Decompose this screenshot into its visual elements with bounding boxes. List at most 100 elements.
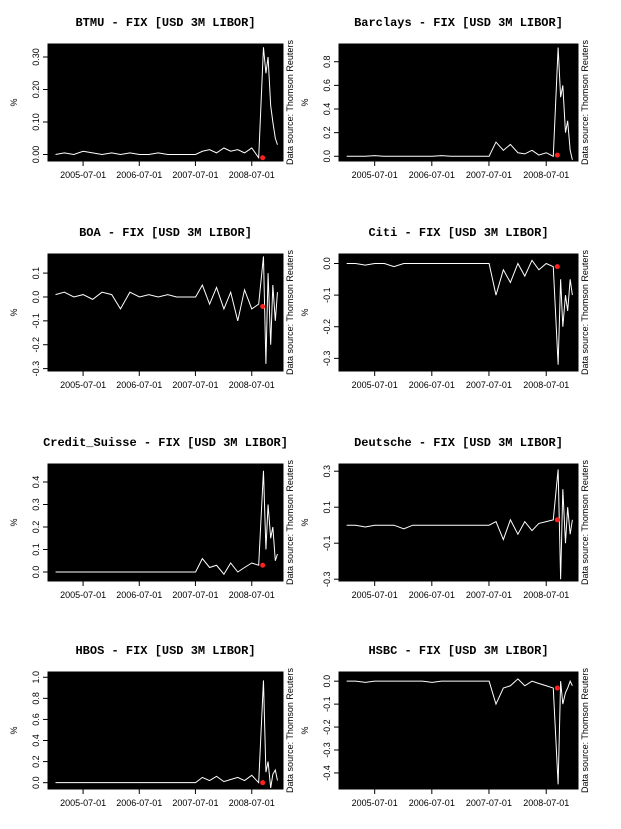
x-tick-label: 2007-07-01 xyxy=(466,170,512,180)
y-tick-label: 0.0 xyxy=(31,291,41,304)
chart-title: Barclays - FIX [USD 3M LIBOR] xyxy=(354,16,563,30)
x-tick-label: 2006-07-01 xyxy=(409,380,455,390)
y-tick-label: 0.3 xyxy=(31,498,41,511)
highlight-point xyxy=(554,264,560,270)
x-tick-label: 2007-07-01 xyxy=(466,380,512,390)
plot-area xyxy=(338,463,579,582)
y-tick-label: -0.1 xyxy=(322,696,332,712)
y-tick-label: 0.1 xyxy=(31,267,41,280)
y-tick-label: 0.0 xyxy=(31,566,41,579)
x-tick-label: 2005-07-01 xyxy=(352,380,398,390)
series-line xyxy=(346,469,573,580)
y-tick-label: 0.4 xyxy=(31,734,41,747)
highlight-point xyxy=(554,517,560,523)
y-tick-label: -0.2 xyxy=(322,319,332,335)
y-tick-label: -0.2 xyxy=(31,337,41,353)
y-tick-label: 1.0 xyxy=(31,671,41,684)
source-note: Data source: Thomson Reuters xyxy=(285,460,295,585)
plot-area xyxy=(338,43,579,162)
x-tick-label: 2008-07-01 xyxy=(523,590,569,600)
y-tick-label: 0.3 xyxy=(322,465,332,478)
source-note: Data source: Thomson Reuters xyxy=(285,250,295,375)
highlight-point xyxy=(554,685,560,691)
x-tick-label: 2006-07-01 xyxy=(116,590,162,600)
x-tick-label: 2008-07-01 xyxy=(523,380,569,390)
y-axis-label: % xyxy=(300,98,310,106)
highlight-point xyxy=(260,155,266,161)
x-tick-label: 2007-07-01 xyxy=(466,798,512,808)
series-line xyxy=(346,678,573,785)
x-tick-label: 2007-07-01 xyxy=(172,798,218,808)
y-tick-label: -0.1 xyxy=(322,535,332,551)
y-tick-label: -0.4 xyxy=(322,765,332,781)
y-tick-label: 0.6 xyxy=(322,79,332,92)
x-tick-label: 2005-07-01 xyxy=(60,798,106,808)
y-tick-label: 0.20 xyxy=(31,81,41,99)
x-tick-label: 2008-07-01 xyxy=(229,170,275,180)
x-tick-label: 2005-07-01 xyxy=(352,590,398,600)
series-line xyxy=(55,470,278,576)
x-tick-label: 2006-07-01 xyxy=(409,798,455,808)
y-tick-label: -0.3 xyxy=(322,742,332,758)
x-tick-label: 2007-07-01 xyxy=(172,170,218,180)
y-tick-label: 0.0 xyxy=(322,150,332,163)
y-tick-label: -0.3 xyxy=(322,571,332,587)
y-tick-label: 0.0 xyxy=(31,776,41,789)
y-tick-label: 0.10 xyxy=(31,113,41,131)
y-tick-label: 0.0 xyxy=(322,675,332,688)
source-note: Data source: Thomson Reuters xyxy=(580,668,590,793)
source-note: Data source: Thomson Reuters xyxy=(580,460,590,585)
y-axis-label: % xyxy=(300,726,310,734)
y-tick-label: 0.2 xyxy=(322,126,332,139)
y-tick-label: -0.3 xyxy=(322,351,332,367)
y-tick-label: -0.3 xyxy=(31,361,41,377)
series-line xyxy=(55,680,278,789)
x-tick-label: 2007-07-01 xyxy=(172,380,218,390)
x-tick-label: 2008-07-01 xyxy=(229,798,275,808)
highlight-point xyxy=(554,152,560,158)
chart-title: BOA - FIX [USD 3M LIBOR] xyxy=(79,226,252,240)
x-tick-label: 2005-07-01 xyxy=(352,798,398,808)
x-tick-label: 2007-07-01 xyxy=(172,590,218,600)
plot-area xyxy=(47,43,284,162)
x-tick-label: 2008-07-01 xyxy=(229,380,275,390)
highlight-point xyxy=(260,562,266,568)
x-tick-label: 2006-07-01 xyxy=(409,590,455,600)
y-tick-label: 0.0 xyxy=(322,257,332,270)
plot-area xyxy=(338,253,579,372)
source-note: Data source: Thomson Reuters xyxy=(285,40,295,165)
x-tick-label: 2008-07-01 xyxy=(523,170,569,180)
plot-area xyxy=(47,253,284,372)
x-tick-label: 2006-07-01 xyxy=(409,170,455,180)
plot-area xyxy=(47,671,284,790)
chart-title: Citi - FIX [USD 3M LIBOR] xyxy=(368,226,548,240)
y-tick-label: -0.1 xyxy=(322,287,332,303)
series-line xyxy=(55,256,278,364)
series-line xyxy=(346,47,573,160)
series-line xyxy=(55,47,278,160)
chart-title: HBOS - FIX [USD 3M LIBOR] xyxy=(75,644,255,658)
chart-title: Credit_Suisse - FIX [USD 3M LIBOR] xyxy=(43,436,288,450)
source-note: Data source: Thomson Reuters xyxy=(285,668,295,793)
chart-title: BTMU - FIX [USD 3M LIBOR] xyxy=(75,16,255,30)
y-tick-label: 0.2 xyxy=(31,521,41,534)
series-line xyxy=(346,259,573,365)
source-note: Data source: Thomson Reuters xyxy=(580,250,590,375)
x-tick-label: 2008-07-01 xyxy=(523,798,569,808)
y-tick-label: 0.4 xyxy=(31,476,41,489)
y-axis-label: % xyxy=(9,518,19,526)
y-axis-label: % xyxy=(9,308,19,316)
chart-title: Deutsche - FIX [USD 3M LIBOR] xyxy=(354,436,563,450)
y-tick-label: 0.6 xyxy=(31,713,41,726)
chart-title: HSBC - FIX [USD 3M LIBOR] xyxy=(368,644,548,658)
x-tick-label: 2005-07-01 xyxy=(352,170,398,180)
highlight-point xyxy=(260,780,266,786)
plot-area xyxy=(338,671,579,790)
y-tick-label: 0.00 xyxy=(31,146,41,164)
y-tick-label: 0.1 xyxy=(31,543,41,556)
x-tick-label: 2006-07-01 xyxy=(116,380,162,390)
y-tick-label: 0.8 xyxy=(322,55,332,68)
y-tick-label: 0.30 xyxy=(31,48,41,66)
y-axis-label: % xyxy=(300,518,310,526)
